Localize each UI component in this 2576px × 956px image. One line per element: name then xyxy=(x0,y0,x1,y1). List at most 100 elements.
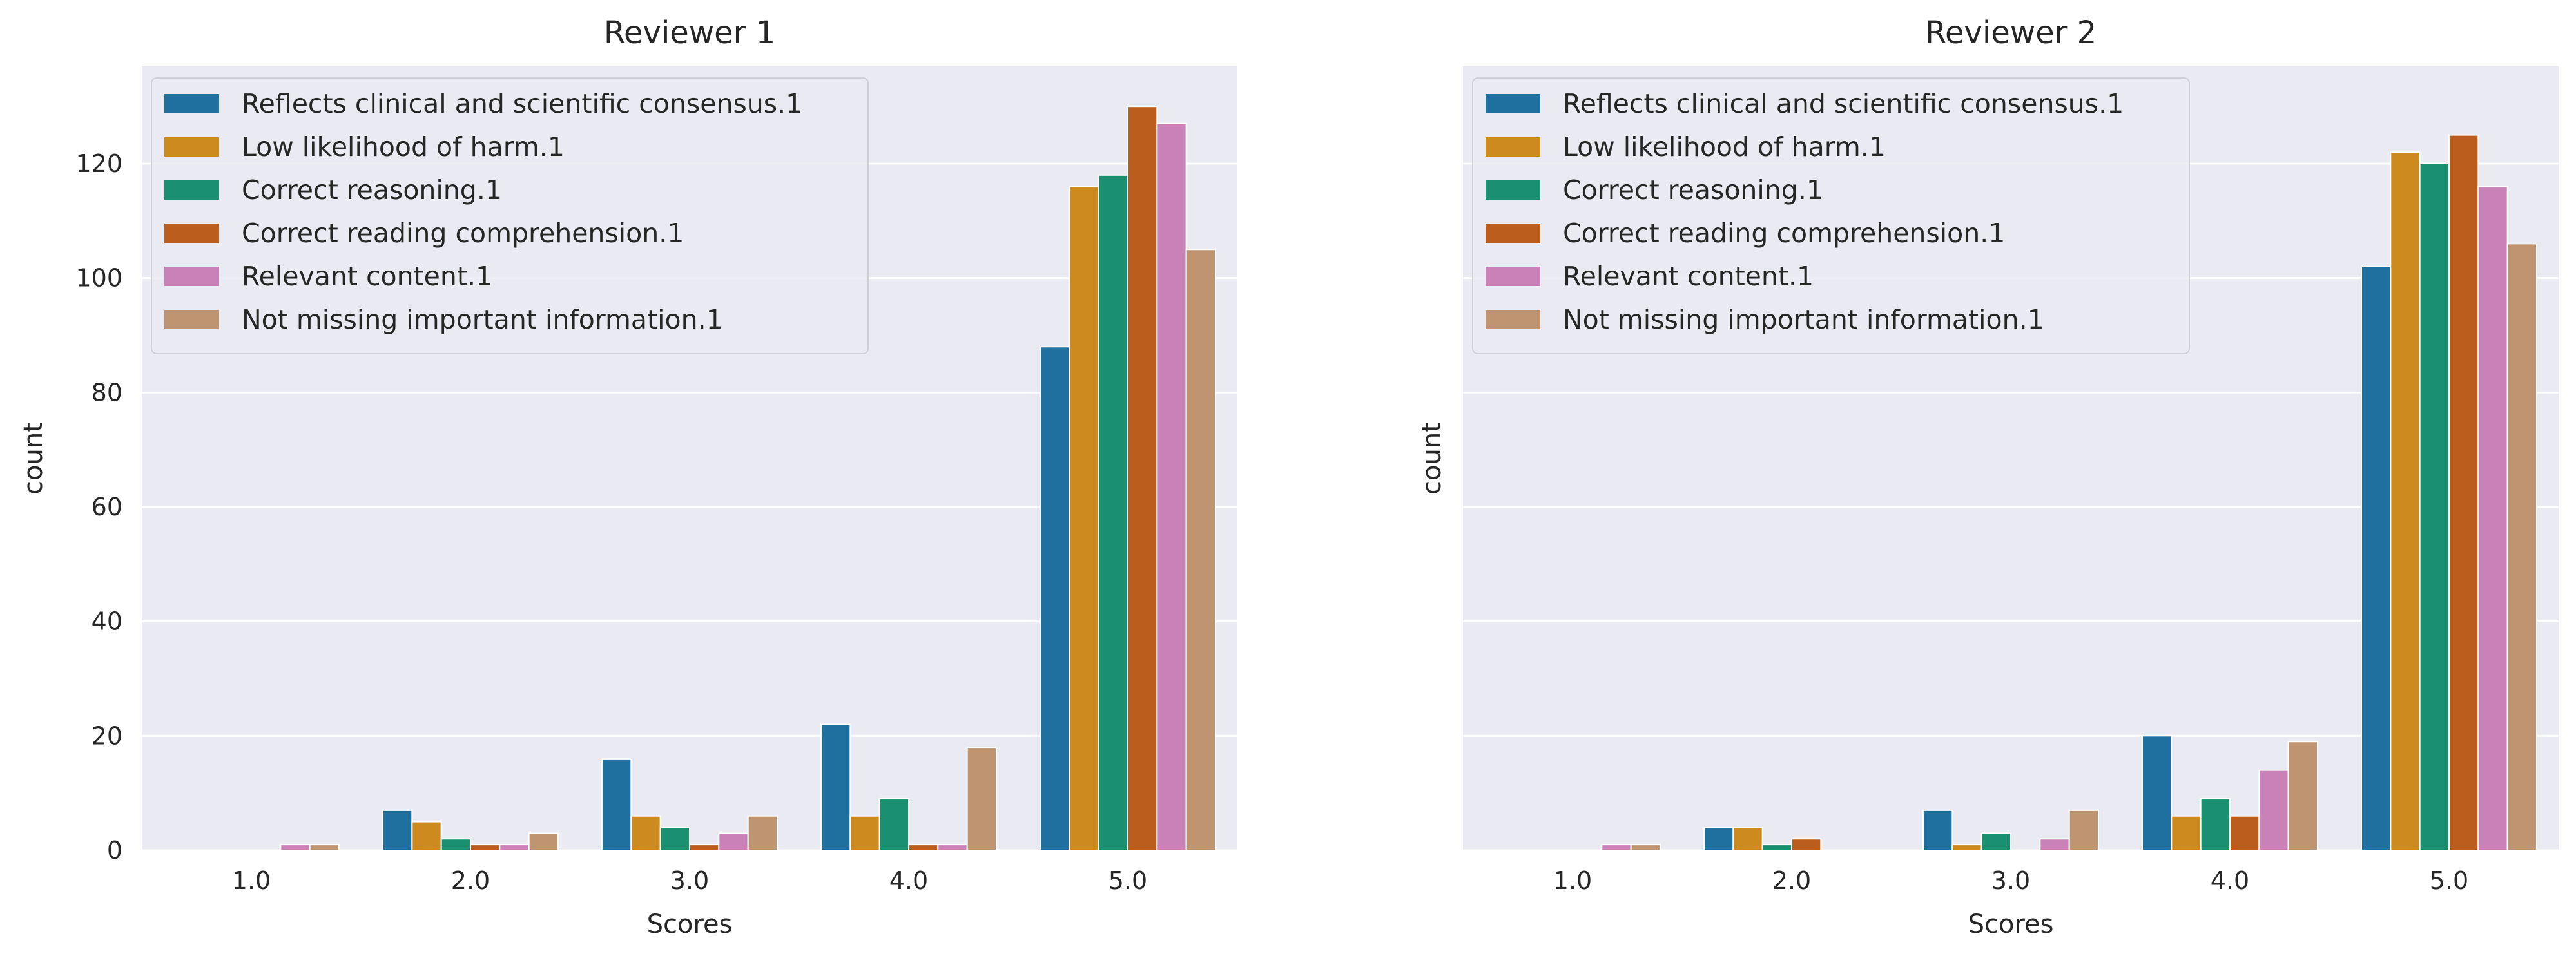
bar xyxy=(630,815,661,851)
bar xyxy=(2229,815,2260,851)
bar xyxy=(908,844,939,852)
bar xyxy=(689,844,720,852)
y-tick-label: 40 xyxy=(92,607,122,636)
bar xyxy=(499,844,530,852)
legend-label: Low likelihood of harm.1 xyxy=(242,131,565,162)
bar xyxy=(966,747,997,851)
x-tick-label: 2.0 xyxy=(451,866,490,895)
x-tick-label: 5.0 xyxy=(2430,866,2468,895)
x-tick-label: 5.0 xyxy=(1109,866,1147,895)
bar xyxy=(718,832,749,851)
bar xyxy=(1040,346,1070,851)
bar xyxy=(2171,815,2202,851)
chart-panel-2: 1.0 2.0 3.0 4.0 5.0 Reviewer 2 Scores count Refl… xyxy=(1417,15,2559,939)
legend-label: Not missing important information.1 xyxy=(1563,304,2044,335)
legend-swatch xyxy=(1486,180,1540,200)
legend-swatch xyxy=(164,137,219,157)
legend-swatch xyxy=(164,310,219,329)
bar xyxy=(2142,735,2173,852)
bar xyxy=(2287,741,2319,852)
legend-swatch xyxy=(1486,267,1540,286)
legend-label: Relevant content.1 xyxy=(242,261,492,292)
bar xyxy=(411,821,442,852)
legend-box xyxy=(1472,77,2190,354)
legend-swatch xyxy=(1486,94,1540,113)
y-tick-label: 20 xyxy=(92,722,122,750)
bar xyxy=(601,758,632,852)
bar xyxy=(2258,769,2289,851)
bar xyxy=(1601,844,1632,852)
legend-swatch xyxy=(1486,224,1540,243)
legend-swatch xyxy=(1486,310,1540,329)
y-tick-label: 80 xyxy=(92,378,122,406)
legend-label: Correct reading comprehension.1 xyxy=(1563,218,2005,249)
bar xyxy=(2477,186,2508,851)
legend-label: Low likelihood of harm.1 xyxy=(1563,131,1886,162)
x-tick-label: 4.0 xyxy=(2211,866,2249,895)
legend-label: Reflects clinical and scientific consens… xyxy=(1563,88,2124,119)
chart-title: Reviewer 2 xyxy=(1925,15,2097,51)
bar xyxy=(1791,838,1822,851)
x-tick-label: 1.0 xyxy=(232,866,271,895)
x-axis-label: Scores xyxy=(1968,910,2054,939)
legend-swatch xyxy=(164,94,219,113)
bar xyxy=(1156,122,1187,851)
x-tick-label: 1.0 xyxy=(1553,866,1592,895)
bar xyxy=(1098,174,1128,852)
y-tick-label: 120 xyxy=(75,149,122,178)
chart-title: Reviewer 1 xyxy=(604,15,775,51)
bar xyxy=(440,838,472,851)
legend-swatch xyxy=(164,180,219,200)
bar xyxy=(2419,163,2450,851)
bar xyxy=(382,809,413,851)
legend-label: Relevant content.1 xyxy=(1563,261,1814,292)
bar xyxy=(1127,106,1158,851)
legend-label: Reflects clinical and scientific consens… xyxy=(242,88,802,119)
bar xyxy=(1732,827,1763,852)
chart-panel-1: 1.0 2.0 3.0 4.0 5.0 0 20 40 60 80 100 120 Reviewer 1… xyxy=(19,15,1237,939)
bar xyxy=(470,844,501,852)
bar xyxy=(937,844,968,852)
bar xyxy=(1980,832,2012,851)
bar xyxy=(2506,243,2538,851)
bar xyxy=(659,827,690,852)
x-tick-label: 3.0 xyxy=(1991,866,2030,895)
y-axis-label: count xyxy=(1417,422,1447,495)
bar xyxy=(1951,844,1982,852)
legend-box xyxy=(151,77,869,354)
bar xyxy=(1630,844,1661,852)
legend-label: Correct reasoning.1 xyxy=(242,175,502,206)
legend-swatch xyxy=(1486,137,1540,157)
bar xyxy=(1761,844,1793,852)
x-axis-label: Scores xyxy=(647,910,733,939)
bar xyxy=(2361,265,2392,851)
bar xyxy=(280,844,311,852)
y-axis-label: count xyxy=(19,422,48,495)
bar xyxy=(1922,809,1953,851)
x-tick-label: 3.0 xyxy=(670,866,709,895)
bar xyxy=(309,844,340,852)
bar xyxy=(1703,827,1734,852)
bar xyxy=(1185,249,1216,852)
bar xyxy=(2200,798,2231,852)
legend-swatch xyxy=(164,224,219,243)
bar xyxy=(2039,838,2070,851)
bar xyxy=(849,815,880,851)
bar xyxy=(747,815,778,851)
bar xyxy=(2448,134,2479,852)
legend-label: Correct reading comprehension.1 xyxy=(242,218,684,249)
bar xyxy=(2068,809,2100,851)
x-tick-label: 2.0 xyxy=(1772,866,1811,895)
bar xyxy=(528,832,559,851)
y-tick-label: 100 xyxy=(75,264,122,292)
bar xyxy=(1069,186,1099,851)
x-tick-label: 4.0 xyxy=(889,866,928,895)
bar xyxy=(2390,151,2421,851)
legend-swatch xyxy=(164,267,219,286)
legend-label: Correct reasoning.1 xyxy=(1563,175,1823,206)
bar xyxy=(820,723,851,851)
legend-label: Not missing important information.1 xyxy=(242,304,723,335)
y-tick-label: 0 xyxy=(107,836,122,865)
bar xyxy=(878,798,909,852)
